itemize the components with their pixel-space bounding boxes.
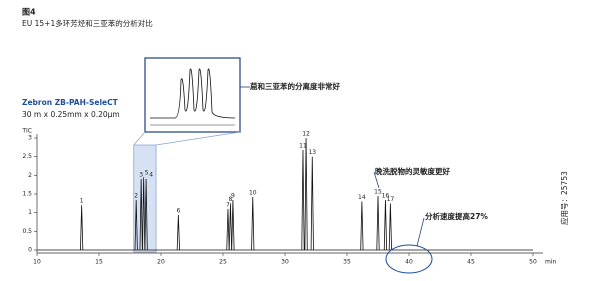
peak-label: 3 <box>139 172 143 179</box>
peak <box>383 199 388 251</box>
peak <box>144 179 148 251</box>
y-tick-label: 2 <box>28 172 32 179</box>
peak-label: 17 <box>387 196 395 203</box>
figure-subtitle: EU 15+1多环芳烃和三亚苯的分析对比 <box>22 18 153 28</box>
peak-label: 15 <box>374 188 382 195</box>
annotation-line <box>373 171 380 189</box>
x-tick-label: 25 <box>219 259 227 266</box>
x-tick-label: 30 <box>281 259 289 266</box>
peak <box>304 137 308 251</box>
column-spec: 30 m x 0.25mm x 0.20μm <box>22 110 120 119</box>
x-tick-label: 15 <box>95 259 103 266</box>
peak-label: 7 <box>226 201 230 208</box>
peak <box>310 156 314 251</box>
peak <box>301 149 305 251</box>
peak-label: 5 <box>145 170 149 177</box>
peak <box>360 201 364 251</box>
peak-label: 1 <box>80 198 84 205</box>
peak-label: 8 <box>229 196 233 203</box>
x-tick-label: 10 <box>33 259 41 266</box>
peak-label: 4 <box>149 172 153 179</box>
y-axis-label: TIC <box>21 128 32 135</box>
peak-label: 12 <box>302 131 310 138</box>
y-tick-label: 3 <box>28 135 32 142</box>
y-tick-label: 2.5 <box>22 153 32 160</box>
peak <box>80 205 84 251</box>
app-number: 应用号：25753 <box>559 171 569 225</box>
annotation-line <box>416 217 425 247</box>
peak <box>142 177 146 251</box>
peak <box>139 179 143 251</box>
y-tick-label: 0.5 <box>22 228 32 235</box>
peak-label: 14 <box>358 194 366 201</box>
plot: 10 15 20 25 30 35 40 45 50 min00.511.522.53TIC123… <box>21 81 557 274</box>
peak <box>376 195 380 251</box>
column-name: Zebron ZB-PAH-SeleCT <box>22 98 119 107</box>
x-tick-label: 40 <box>405 259 413 266</box>
figure-title: 图4 <box>22 8 36 17</box>
peak-label: 10 <box>249 189 257 196</box>
peak <box>226 208 230 251</box>
annotation: 晚洗脱物的灵敏度更好 <box>375 166 450 176</box>
x-tick-label: 35 <box>343 259 351 266</box>
zoom-line <box>155 131 241 146</box>
y-tick-label: 0 <box>28 247 32 254</box>
peak-label: 16 <box>382 192 390 199</box>
y-tick-label: 1.5 <box>22 191 32 198</box>
peak <box>388 203 392 251</box>
peak-label: 13 <box>308 149 316 156</box>
x-axis-label: min <box>545 259 557 266</box>
highlight-region <box>133 144 157 253</box>
zoom-line <box>133 131 146 146</box>
y-tick-label: 1 <box>28 209 32 216</box>
annotation: 䓛和三亚苯的分离度非常好 <box>250 81 340 91</box>
peak <box>228 203 233 251</box>
annotation: 分析速度提高27% <box>425 211 488 221</box>
peak <box>176 214 180 251</box>
x-tick-label: 20 <box>157 259 165 266</box>
highlight-circle <box>385 244 433 274</box>
peak-label: 6 <box>176 207 180 214</box>
peak <box>251 196 255 251</box>
inset-trace <box>150 68 236 119</box>
peak <box>134 199 138 251</box>
peak-label: 11 <box>299 142 307 149</box>
peak-label: 9 <box>231 192 235 199</box>
peak <box>231 199 235 251</box>
x-tick-label: 50 <box>529 259 537 266</box>
peak-label: 2 <box>134 192 138 199</box>
inset-box <box>144 57 241 133</box>
x-tick-label: 45 <box>467 259 475 266</box>
